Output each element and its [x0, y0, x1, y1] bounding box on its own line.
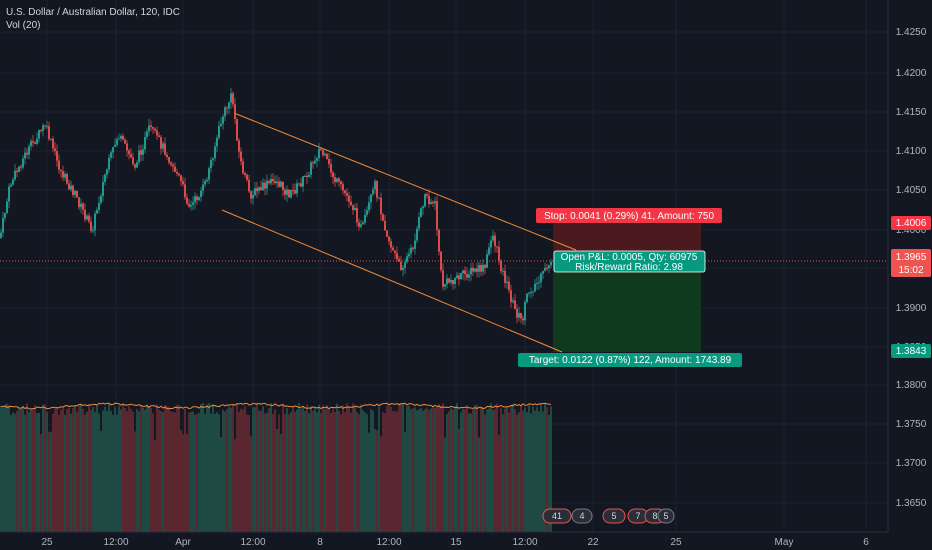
time-tick: 25: [670, 537, 682, 548]
event-marker[interactable]: 41: [542, 508, 572, 524]
stop-label[interactable]: Stop: 0.0041 (0.29%) 41, Amount: 750: [536, 208, 722, 223]
time-tick: May: [775, 537, 794, 548]
target-label[interactable]: Target: 0.0122 (0.87%) 122, Amount: 1743…: [518, 353, 742, 367]
volume-ma-line: [0, 402, 552, 410]
price-tick: 1.3900: [896, 303, 927, 314]
time-tick: 12:00: [103, 537, 128, 548]
price-tick: 1.4000: [896, 225, 927, 236]
event-marker[interactable]: 7: [627, 508, 649, 524]
price-tick: 1.3700: [896, 458, 927, 469]
time-axis[interactable]: 25 12:00 Apr 12:00 8 12:00 15 12:00 22 25 May 6: [0, 531, 932, 550]
time-tick: 25: [41, 537, 53, 548]
price-tick: 1.4150: [896, 107, 927, 118]
target-zone[interactable]: [553, 262, 701, 352]
current-price-tag: 1.3965 15:02: [891, 249, 931, 277]
svg-text:5: 5: [663, 511, 668, 521]
event-marker[interactable]: 5: [602, 508, 626, 524]
price-tick: 1.4100: [896, 146, 927, 157]
svg-text:8: 8: [652, 511, 657, 521]
time-tick: 12:00: [512, 537, 537, 548]
svg-text:15:02: 15:02: [898, 265, 923, 276]
svg-text:1.4006: 1.4006: [896, 218, 927, 229]
event-marker[interactable]: 4: [571, 508, 593, 524]
target-label-text: Target: 0.0122 (0.87%) 122, Amount: 1743…: [529, 355, 732, 366]
rr-label-text: Risk/Reward Ratio: 2.98: [575, 262, 683, 273]
svg-text:41: 41: [552, 511, 562, 521]
channel-lower-line[interactable]: [221, 209, 563, 353]
time-tick: 6: [863, 537, 869, 548]
price-tick: 1.3750: [896, 419, 927, 430]
price-tick: 1.3650: [896, 498, 927, 509]
channel-upper-line[interactable]: [233, 112, 577, 251]
time-tick: 8: [317, 537, 323, 548]
svg-text:1.3843: 1.3843: [896, 346, 927, 357]
time-tick: 15: [450, 537, 462, 548]
target-price-tag: 1.3843: [891, 344, 931, 358]
price-tick: 1.4250: [896, 27, 927, 38]
symbol-title[interactable]: U.S. Dollar / Australian Dollar, 120, ID…: [6, 7, 180, 18]
volume-indicator-title[interactable]: Vol (20): [6, 20, 40, 31]
price-tick: 1.4050: [896, 185, 927, 196]
time-tick: Apr: [175, 537, 191, 548]
svg-text:5: 5: [611, 511, 616, 521]
price-tick: 1.3800: [896, 380, 927, 391]
stop-price-tag: 1.4006: [891, 216, 931, 230]
stop-label-text: Stop: 0.0041 (0.29%) 41, Amount: 750: [544, 211, 715, 222]
price-tick: 1.4200: [896, 68, 927, 79]
pnl-label[interactable]: Open P&L: 0.0005, Qty: 60975 Risk/Reward…: [553, 250, 706, 273]
svg-text:1.3965: 1.3965: [896, 252, 927, 263]
volume-bars: [0, 403, 552, 532]
event-marker[interactable]: 5: [657, 508, 675, 524]
time-tick: 22: [587, 537, 599, 548]
svg-text:4: 4: [579, 511, 584, 521]
svg-text:7: 7: [635, 511, 640, 521]
pnl-label-text: Open P&L: 0.0005, Qty: 60975: [561, 252, 698, 263]
price-candles: [0, 87, 552, 326]
time-tick: 12:00: [240, 537, 265, 548]
time-tick: 12:00: [376, 537, 401, 548]
event-markers[interactable]: 41 4 5 7 8 5: [542, 508, 675, 524]
price-axis[interactable]: 1.4250 1.4200 1.4150 1.4100 1.4050 1.4000 1.39…: [887, 0, 932, 532]
